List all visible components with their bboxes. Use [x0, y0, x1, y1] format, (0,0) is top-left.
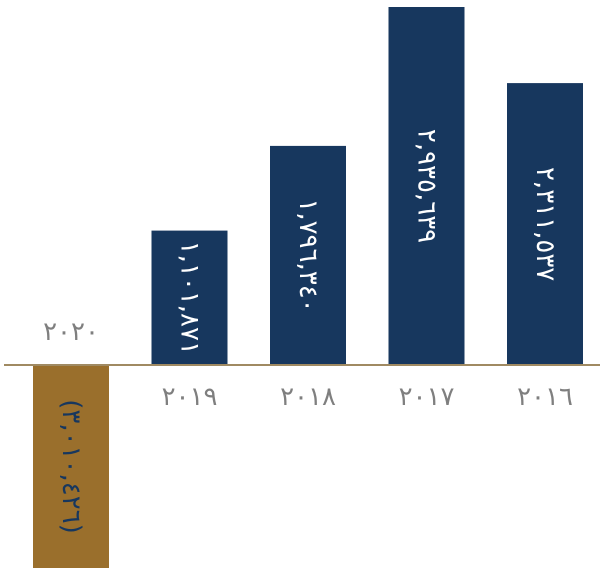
bar-0 [507, 83, 583, 365]
bar-3 [151, 230, 228, 365]
labels-group: ٢,٣١١,٥٣٧ ٢٠١٦ ٢,٩٣٥,٦٣٩ ٢٠١٧ ١,٧٩٦,٣٤٠ ٢٠١٨ ١… [43, 129, 573, 534]
value-label-4: (٣,٠١٠,٤٢٦) [56, 399, 86, 534]
category-label-1: ٢٠١٧ [399, 382, 455, 412]
bar-2 [270, 145, 346, 365]
bar-4 [33, 365, 109, 568]
value-label-0: ٢,٣١١,٥٣٧ [530, 167, 560, 281]
value-label-2: ١,٧٩٦,٣٤٠ [293, 198, 323, 312]
category-label-0: ٢٠١٦ [517, 382, 573, 412]
bars-group [33, 7, 583, 568]
bar-1 [388, 7, 465, 365]
category-label-3: ٢٠١٩ [162, 382, 218, 412]
category-label-4: ٢٠٢٠ [43, 317, 99, 347]
value-label-1: ٢,٩٣٥,٦٣٩ [412, 129, 442, 243]
category-label-2: ٢٠١٨ [280, 382, 336, 412]
value-label-3: ١,١٠١,٨٧١ [175, 241, 205, 355]
